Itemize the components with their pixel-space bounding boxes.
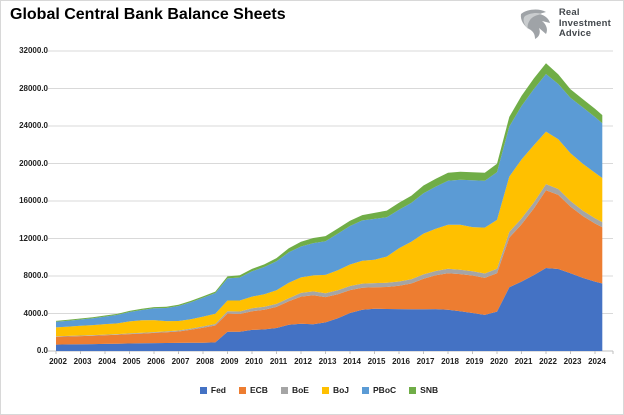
x-tick-label: 2010 — [245, 357, 263, 366]
x-tick-label: 2022 — [539, 357, 557, 366]
area-series-BoJ — [56, 131, 603, 337]
logo-line-1: Real — [558, 7, 580, 19]
y-tick-label: 32000.0 — [19, 46, 48, 55]
legend-item-ecb: ECB — [239, 385, 268, 395]
logo-line-2: Investment — [558, 17, 611, 29]
y-tick-label: 24000.0 — [19, 121, 48, 130]
x-tick-label: 2021 — [514, 357, 533, 366]
x-tick-label: 2006 — [147, 357, 165, 366]
legend-item-boe: BoE — [280, 385, 309, 395]
area-series-PBoC — [56, 74, 603, 328]
x-tick-label: 2016 — [392, 357, 410, 366]
chart-legend: Fed ECB BoE BoJ PBoC SNB — [1, 385, 623, 395]
x-tick-label: 2012 — [294, 357, 312, 366]
legend-item-boj: BoJ — [321, 385, 350, 395]
x-tick-label: 2013 — [318, 357, 337, 366]
legend-item-pboc: PBoC — [362, 385, 396, 395]
logo-text: Real Investment Advice — [559, 8, 611, 40]
legend-item-fed: Fed — [199, 385, 226, 395]
x-tick-label: 2008 — [196, 357, 214, 366]
x-tick-label: 2024 — [588, 357, 606, 366]
x-tick-label: 2003 — [73, 357, 92, 366]
x-tick-label: 2017 — [416, 357, 435, 366]
legend-label: PBoC — [373, 385, 397, 395]
x-tick-label: 2019 — [465, 357, 484, 366]
x-tick-label: 2018 — [441, 357, 459, 366]
legend-swatch-icon — [199, 386, 207, 394]
x-tick-label: 2009 — [220, 357, 239, 366]
legend-swatch-icon — [321, 386, 329, 394]
legend-swatch-icon — [280, 386, 288, 394]
y-tick-label: 0.0 — [36, 346, 48, 355]
x-tick-label: 2007 — [171, 357, 190, 366]
legend-label: BoJ — [332, 385, 350, 395]
x-tick-label: 2002 — [49, 357, 67, 366]
page-title: Global Central Bank Balance Sheets — [10, 6, 286, 23]
y-tick-label: 16000.0 — [19, 196, 48, 205]
logo-line-3: Advice — [558, 28, 592, 40]
legend-label: Fed — [210, 385, 226, 395]
y-tick-label: 28000.0 — [19, 83, 48, 93]
x-tick-label: 2015 — [367, 357, 386, 366]
y-tick-label: 4000.0 — [23, 308, 48, 318]
x-tick-label: 2023 — [563, 357, 582, 366]
legend-swatch-icon — [239, 386, 246, 394]
eagle-icon — [520, 9, 550, 39]
area-series-ECB — [56, 190, 603, 345]
x-tick-label: 2004 — [98, 357, 116, 366]
legend-label: BoE — [291, 385, 309, 395]
legend-swatch-icon — [409, 386, 417, 394]
legend-label: ECB — [250, 385, 268, 395]
legend-item-snb: SNB — [409, 385, 438, 395]
area-series-Fed — [56, 268, 603, 351]
y-tick-label: 20000.0 — [19, 158, 48, 168]
x-tick-label: 2020 — [490, 357, 508, 366]
x-tick-label: 2011 — [269, 357, 288, 366]
legend-label: SNB — [420, 385, 439, 395]
x-tick-label: 2014 — [343, 357, 361, 366]
legend-swatch-icon — [362, 386, 370, 394]
ria-logo: Real Investment Advice — [517, 8, 611, 40]
y-tick-label: 12000.0 — [19, 233, 48, 243]
x-tick-label: 2005 — [122, 357, 141, 366]
y-tick-label: 8000.0 — [23, 271, 48, 280]
